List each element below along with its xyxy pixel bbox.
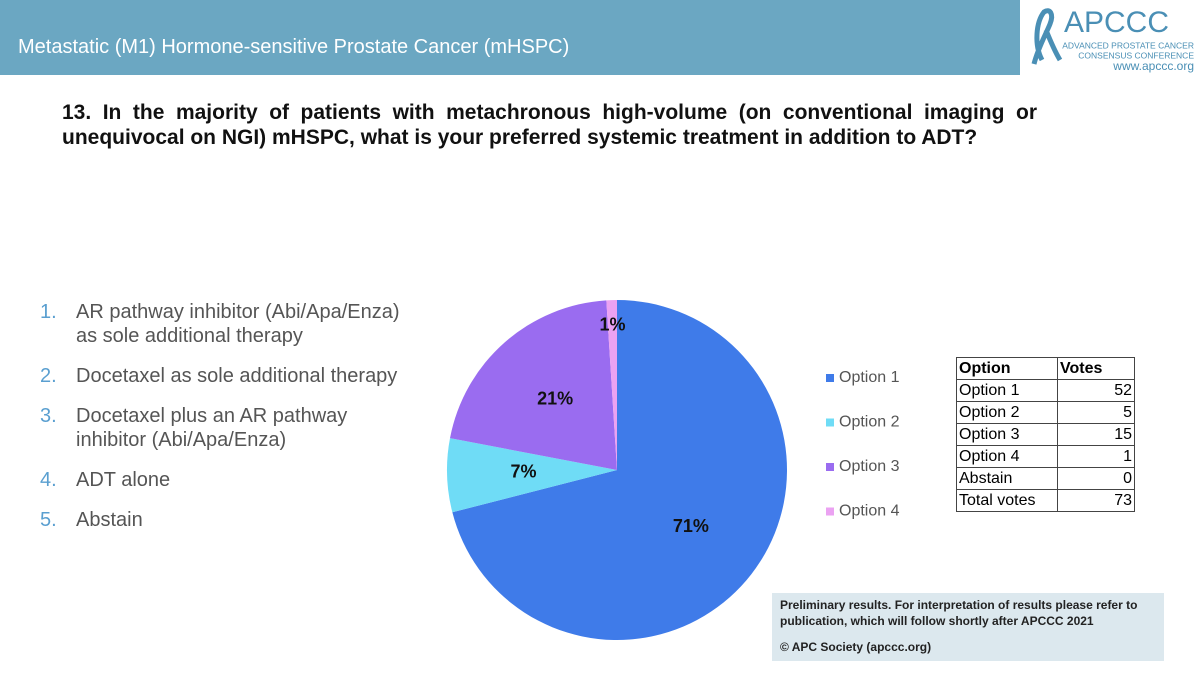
header-title: Metastatic (M1) Hormone-sensitive Prosta… xyxy=(18,36,570,58)
table-cell: Option 1 xyxy=(956,379,1058,402)
table-cell: 52 xyxy=(1057,379,1135,402)
table-header: Option Votes xyxy=(956,357,1135,380)
table-row: Option 3 15 xyxy=(956,423,1135,446)
table-row: Total votes 73 xyxy=(956,489,1135,512)
legend-label: Option 1 xyxy=(839,369,900,386)
logo: APCCC ADVANCED PROSTATE CANCER CONSENSUS… xyxy=(1020,0,1200,75)
option-text: Abstain xyxy=(76,509,143,531)
option: 3. Docetaxel plus an AR pathway inhibitor… xyxy=(40,404,420,452)
table-cell: 5 xyxy=(1057,401,1135,424)
note: Preliminary results. For interpretation … xyxy=(780,598,1138,628)
pie-slice xyxy=(452,300,787,641)
table-cell: 15 xyxy=(1057,423,1135,446)
footer-note: Preliminary results. For interpretation … xyxy=(772,593,1164,661)
option: 5. Abstain xyxy=(40,508,420,532)
option: 1. AR pathway inhibitor (Abi/Apa/Enza) as… xyxy=(40,300,420,348)
slice-label: 1% xyxy=(599,314,625,334)
table-row: Option 1 52 xyxy=(956,379,1135,402)
option-text: Docetaxel plus an AR pathway inhibitor (… xyxy=(76,405,348,451)
table-cell: Option 3 xyxy=(956,423,1058,446)
legend-label: Option 3 xyxy=(839,458,900,475)
header-bar: Metastatic (M1) Hormone-sensitive Prosta… xyxy=(0,0,1200,75)
slice-label: 7% xyxy=(511,462,537,482)
option-text: Docetaxel as sole additional therapy xyxy=(76,365,398,387)
table-cell: 0 xyxy=(1057,467,1135,490)
table-cell: 73 xyxy=(1057,489,1135,512)
table-cell: Abstain xyxy=(956,467,1058,490)
legend-label: Option 4 xyxy=(839,503,900,520)
logo-line: ADVANCED PROSTATE CANCER xyxy=(1062,40,1194,50)
legend-swatch xyxy=(826,374,834,382)
legend-label: Option 2 xyxy=(839,414,900,431)
table-cell: Option 2 xyxy=(956,401,1058,424)
copyright: © APC Society (apccc.org) xyxy=(780,640,932,654)
table-cell: 1 xyxy=(1057,445,1135,468)
slice-label: 71% xyxy=(673,516,709,536)
legend-swatch xyxy=(826,418,834,427)
option-number: 1. xyxy=(40,301,57,323)
question: 13. In the majority of patients with met… xyxy=(62,101,1037,149)
option-number: 5. xyxy=(40,509,57,531)
option-number: 3. xyxy=(40,405,57,427)
logo-url: www.apccc.org xyxy=(1112,59,1194,73)
option: 2. Docetaxel as sole additional therapy xyxy=(40,364,420,388)
logo-art: APCCC ADVANCED PROSTATE CANCER CONSENSUS… xyxy=(1031,6,1194,73)
pie-slice xyxy=(606,300,617,470)
pie-slice xyxy=(450,300,617,470)
votes-table: Option Votes Option 1 52 Option 2 5 Option 3 15… xyxy=(956,357,1135,512)
option-text: AR pathway inhibitor (Abi/Apa/Enza) as s… xyxy=(76,301,400,347)
legend-swatch xyxy=(826,463,834,471)
table-cell: Total votes xyxy=(956,489,1058,512)
ribbon xyxy=(1031,8,1063,65)
options-list: 1. AR pathway inhibitor (Abi/Apa/Enza) as… xyxy=(40,300,420,548)
pie-slice xyxy=(447,438,617,513)
legend-swatch xyxy=(826,507,834,516)
logo-line: CONSENSUS CONFERENCE xyxy=(1078,50,1194,60)
option-number: 4. xyxy=(40,469,57,491)
table-row: Abstain 0 xyxy=(956,467,1135,490)
option: 4. ADT alone xyxy=(40,468,420,492)
logo-name: APCCC xyxy=(1064,6,1169,39)
slice-label: 21% xyxy=(537,389,573,409)
table-cell: Option 4 xyxy=(956,445,1058,468)
option-text: ADT alone xyxy=(76,469,171,491)
option-number: 2. xyxy=(40,365,57,387)
header-cell: Votes xyxy=(1057,357,1135,380)
header-cell: Option xyxy=(956,357,1058,380)
